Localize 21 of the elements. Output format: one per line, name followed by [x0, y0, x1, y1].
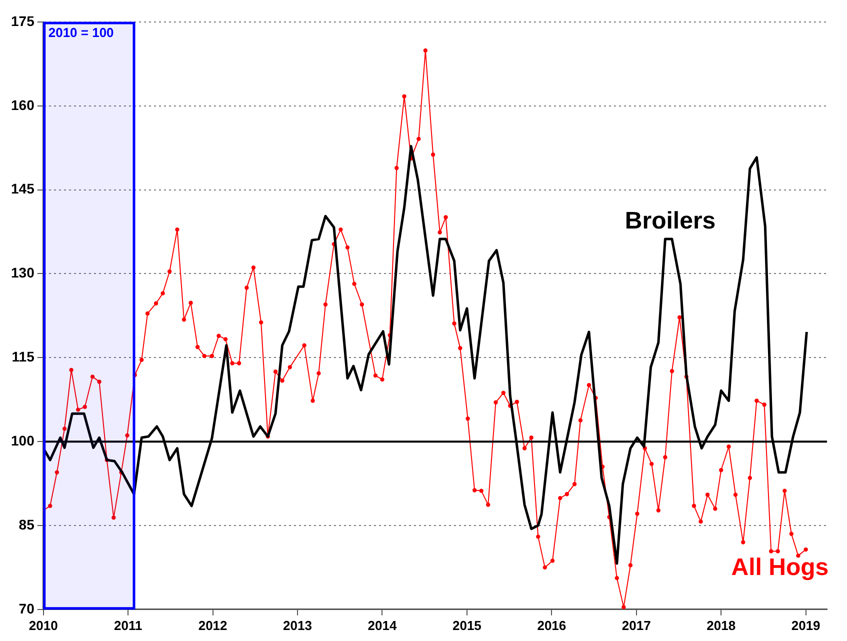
- series-label: Broilers: [624, 207, 716, 234]
- x-tick-label: 2016: [537, 618, 566, 633]
- band-label: 2010 = 100: [48, 25, 114, 40]
- x-tick-label: 2011: [114, 618, 142, 633]
- x-tick-label: 2010: [28, 618, 58, 633]
- y-tick-label: 100: [11, 432, 35, 448]
- x-tick-label: 2017: [622, 618, 651, 633]
- x-tick-label: 2013: [283, 618, 312, 633]
- y-tick-label: 160: [11, 96, 35, 113]
- x-tick-label: 2018: [706, 618, 736, 633]
- series-label: All Hogs: [731, 554, 829, 581]
- y-tick-label: 175: [11, 12, 35, 29]
- x-tick-label: 2014: [368, 618, 398, 633]
- x-tick-label: 2019: [791, 618, 820, 633]
- y-tick-label: 70: [18, 600, 35, 616]
- x-tick-label: 2012: [198, 618, 228, 633]
- x-tick-label: 2015: [452, 618, 482, 633]
- y-tick-label: 115: [12, 348, 35, 365]
- y-tick-label: 85: [18, 516, 35, 532]
- y-tick-label: 145: [11, 180, 35, 197]
- y-tick-label: 130: [11, 264, 35, 281]
